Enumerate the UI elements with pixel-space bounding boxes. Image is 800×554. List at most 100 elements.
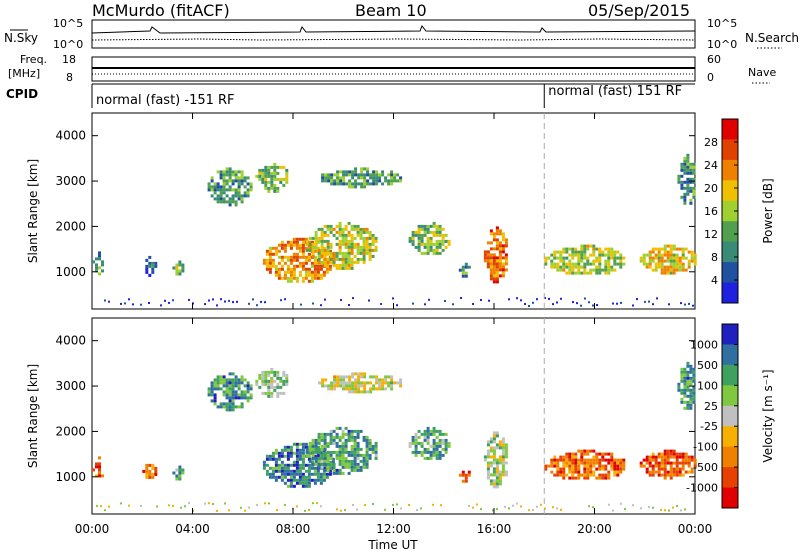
echo-cell <box>264 373 268 377</box>
echo-cell <box>234 179 238 183</box>
echo-cell <box>356 435 360 439</box>
echo-cell <box>323 453 327 457</box>
echo-cell <box>353 465 357 469</box>
echo-cell <box>304 273 308 277</box>
echo-cell <box>586 244 590 248</box>
colorbar-swatch <box>722 344 738 366</box>
echo-cell <box>307 255 311 259</box>
echo-cell <box>663 458 667 462</box>
echo-cell <box>357 182 361 186</box>
echo-cell <box>390 176 394 180</box>
echo-cell <box>684 458 688 462</box>
near-range-cell <box>240 506 242 509</box>
echo-cell <box>657 265 661 269</box>
echo-cell <box>344 266 348 270</box>
echo-cell <box>327 384 331 388</box>
echo-cell <box>374 248 378 252</box>
echo-cell <box>559 458 563 462</box>
echo-cell <box>417 248 421 252</box>
echo-cell <box>274 466 278 470</box>
echo-cell <box>692 180 696 184</box>
echo-cell <box>666 259 670 263</box>
colorbar-swatch <box>722 364 738 386</box>
echo-cell <box>660 452 664 456</box>
echo-cell <box>435 239 439 243</box>
echo-cell <box>359 245 363 249</box>
echo-cell <box>348 185 352 189</box>
echo-cell <box>347 251 351 255</box>
near-range-cell <box>572 301 574 304</box>
echo-cell <box>341 456 345 460</box>
noise-bottom-left: 10^0 <box>53 38 83 51</box>
echo-cell <box>145 466 149 470</box>
echo-cell <box>586 256 590 260</box>
echo-cell <box>295 472 299 476</box>
echo-cell <box>332 438 336 442</box>
echo-cell <box>495 238 499 242</box>
echo-cell <box>298 451 302 455</box>
echo-cell <box>432 221 436 225</box>
echo-cell <box>672 265 676 269</box>
echo-cell <box>489 437 493 441</box>
echo-cell <box>308 444 312 448</box>
echo-cell <box>681 473 685 477</box>
echo-cell <box>213 188 217 192</box>
echo-cell <box>607 265 611 269</box>
echo-cell <box>692 165 696 169</box>
near-range-cell <box>620 301 622 304</box>
echo-cell <box>301 448 305 452</box>
echo-cell <box>417 230 421 234</box>
echo-cell <box>274 270 278 274</box>
echo-cell <box>375 182 379 186</box>
echo-cell <box>678 461 682 465</box>
echo-cell <box>289 454 293 458</box>
echo-cell <box>280 264 284 268</box>
near-range-cell <box>620 502 622 505</box>
echo-cell <box>98 474 101 478</box>
echo-cell <box>504 244 508 248</box>
echo-cell <box>289 481 293 485</box>
y-tick-label: 1000 <box>55 470 86 484</box>
colorbar-tick-label: -1000 <box>686 482 718 495</box>
echo-cell <box>148 273 152 277</box>
echo-cell <box>301 463 305 467</box>
echo-cell <box>663 253 667 257</box>
echo-cell <box>228 176 232 180</box>
echo-cell <box>225 170 229 174</box>
echo-cell <box>243 185 247 189</box>
echo-cell <box>231 405 235 409</box>
near-range-cell <box>532 301 534 304</box>
echo-cell <box>145 264 149 268</box>
echo-cell <box>321 381 325 385</box>
near-range-cell <box>592 506 594 509</box>
echo-cell <box>216 378 220 382</box>
echo-cell <box>489 229 493 233</box>
echo-cell <box>356 468 360 472</box>
echo-cell <box>417 242 421 246</box>
echo-cell <box>589 449 593 453</box>
echo-cell <box>432 444 436 448</box>
echo-cell <box>492 256 496 260</box>
echo-cell <box>672 467 676 471</box>
echo-cell <box>295 442 299 446</box>
echo-cell <box>426 456 430 460</box>
echo-cell <box>225 390 229 394</box>
echo-cell <box>277 267 281 271</box>
echo-cell <box>589 244 593 248</box>
echo-cell <box>501 244 505 248</box>
echo-cell <box>648 259 652 263</box>
echo-cell <box>181 263 185 267</box>
echo-cell <box>332 263 336 267</box>
echo-cell <box>354 185 358 189</box>
echo-cell <box>322 478 326 482</box>
echo-cell <box>689 406 693 410</box>
echo-cell <box>268 264 272 268</box>
echo-cell <box>219 200 223 204</box>
echo-cell <box>495 458 499 462</box>
echo-cell <box>544 256 548 260</box>
echo-cell <box>261 180 265 184</box>
echo-cell <box>669 271 673 275</box>
echo-cell <box>354 170 358 174</box>
echo-cell <box>680 391 684 395</box>
colorbar-tick-label: 28 <box>704 136 718 149</box>
